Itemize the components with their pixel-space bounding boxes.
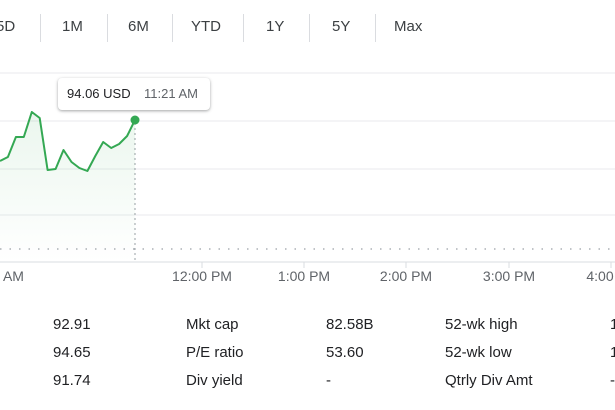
stat-label-pe-ratio: P/E ratio (186, 344, 244, 361)
tooltip-time: 11:21 AM (144, 86, 198, 101)
stat-value-52wk-low: 1 (610, 344, 615, 361)
stat-value: 92.91 (53, 316, 91, 333)
tab-1y[interactable]: 1Y (266, 18, 285, 35)
series-layer (0, 111, 140, 262)
stat-value: 91.74 (53, 372, 91, 389)
tab-5d[interactable]: 5D (0, 18, 16, 35)
x-tick-label: 4:00 (586, 268, 614, 284)
stat-value-pe-ratio: 53.60 (326, 344, 364, 361)
tab-6m[interactable]: 6M (128, 18, 149, 35)
tab-divider (309, 14, 310, 42)
x-tick-label: 0 AM (0, 268, 24, 284)
stat-label-52wk-low: 52-wk low (445, 344, 512, 361)
x-tick-label: 2:00 PM (379, 268, 433, 284)
stat-label-qtrly-div-amt: Qtrly Div Amt (445, 372, 533, 389)
x-tick-label: 1:00 PM (277, 268, 331, 284)
x-tick-label: 12:00 PM (172, 268, 232, 284)
tab-divider (172, 14, 173, 42)
stat-value-qtrly-div-amt: - (610, 372, 615, 389)
hover-point-marker (130, 115, 140, 125)
price-chart[interactable] (0, 0, 615, 300)
stat-value-mkt-cap: 82.58B (326, 316, 374, 333)
tab-divider (375, 14, 376, 42)
tab-1m[interactable]: 1M (62, 18, 83, 35)
tab-ytd[interactable]: YTD (191, 18, 221, 35)
price-tooltip: 94.06 USD 11:21 AM (58, 78, 210, 110)
price-line (0, 111, 136, 172)
price-area-fill (0, 112, 135, 262)
stat-label-mkt-cap: Mkt cap (186, 316, 239, 333)
tab-5y[interactable]: 5Y (332, 18, 351, 35)
stats-table: 92.91 94.65 91.74 Mkt cap P/E ratio Div … (0, 312, 615, 410)
tooltip-price: 94.06 USD (67, 86, 131, 101)
tab-divider (107, 14, 108, 42)
tab-max[interactable]: Max (394, 18, 423, 35)
stat-value-52wk-high: 1 (610, 316, 615, 333)
stat-label-div-yield: Div yield (186, 372, 243, 389)
tab-divider (40, 14, 41, 42)
tab-divider (243, 14, 244, 42)
range-tabs: 5D 1M 6M YTD 1Y 5Y Max (0, 0, 615, 56)
stat-value-div-yield: - (326, 372, 331, 389)
stat-label-52wk-high: 52-wk high (445, 316, 518, 333)
stat-value: 94.65 (53, 344, 91, 361)
x-tick-label: 3:00 PM (482, 268, 536, 284)
